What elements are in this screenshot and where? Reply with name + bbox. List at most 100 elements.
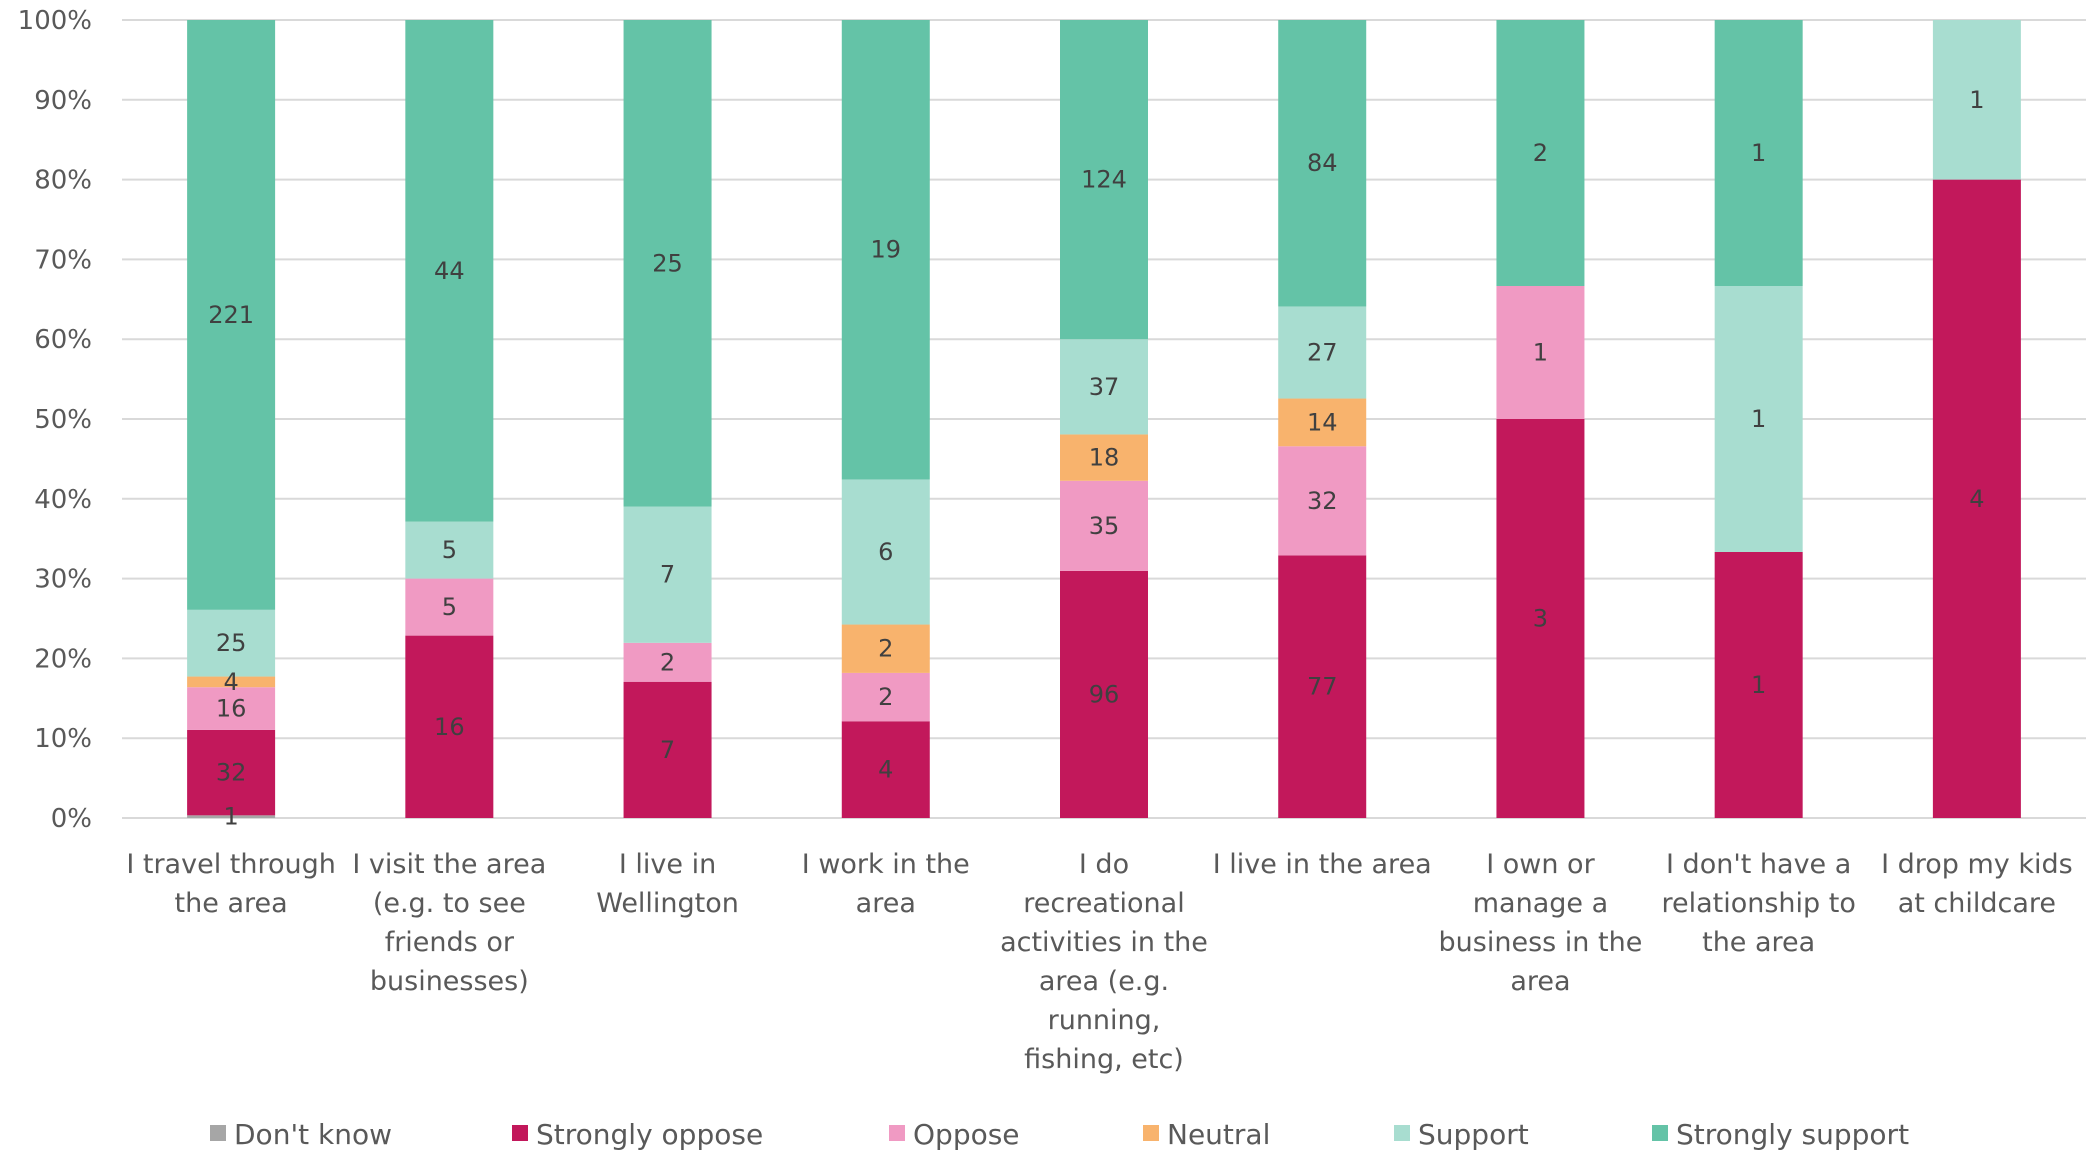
x-category-label: I visit the area (e.g. to see friends or bu… — [352, 849, 546, 997]
bar-segment — [1278, 555, 1367, 818]
x-category-label: I live in Wellington — [596, 849, 739, 919]
data-label: 18 — [1089, 444, 1120, 472]
bar-segment — [841, 672, 930, 722]
bar-segment — [1496, 20, 1585, 286]
bar-segment — [623, 20, 712, 507]
y-tick-label: 50% — [34, 405, 92, 435]
legend: Don't know Strongly oppose Oppose Neutral Su… — [210, 1118, 1909, 1151]
legend-label: Strongly support — [1676, 1118, 1909, 1151]
bars — [187, 20, 2021, 819]
bar-segment — [1714, 286, 1803, 552]
data-label: 19 — [871, 236, 902, 264]
data-label: 1 — [1751, 405, 1766, 433]
data-label: 7 — [660, 736, 675, 764]
bar-segment — [1060, 480, 1148, 571]
data-label: 96 — [1089, 680, 1120, 708]
bar-segment — [187, 815, 276, 818]
x-category-label: I do recreational activities in the area (e… — [1000, 849, 1208, 1075]
data-label: 1 — [1969, 86, 1984, 114]
data-label: 1 — [223, 803, 238, 831]
y-tick-label: 80% — [34, 166, 92, 196]
data-label: 2 — [878, 635, 893, 663]
y-tick-label: 10% — [34, 724, 92, 754]
x-category-label: I travel through the area — [126, 849, 336, 919]
bar-segment — [1278, 306, 1367, 399]
bar-segment — [1060, 434, 1148, 481]
bar-segment — [1496, 419, 1585, 818]
data-label: 1 — [1751, 671, 1766, 699]
x-category-label: I don't have a relationship to the area — [1661, 849, 1855, 958]
bar-segment — [623, 506, 712, 643]
x-category-label: I drop my kids at childcare — [1881, 849, 2073, 919]
bar-segment — [841, 479, 930, 625]
bar-segment — [405, 20, 494, 522]
bar-segment — [841, 721, 930, 818]
bar-segment — [187, 676, 276, 688]
data-label: 4 — [223, 668, 238, 696]
data-label: 16 — [216, 695, 247, 723]
data-label: 25 — [216, 629, 247, 657]
data-label: 25 — [652, 249, 683, 277]
data-labels: 1321642522116554472725422619963518371247… — [208, 86, 1984, 831]
legend-label: Strongly oppose — [536, 1118, 763, 1151]
bar-segment — [187, 687, 276, 730]
data-label: 1 — [1751, 139, 1766, 167]
data-label: 84 — [1307, 149, 1338, 177]
data-label: 16 — [434, 713, 465, 741]
x-category-label: I live in the area — [1213, 849, 1432, 880]
legend-label: Oppose — [913, 1118, 1020, 1151]
y-tick-label: 70% — [34, 245, 92, 275]
bar-segment — [1932, 179, 2021, 819]
data-label: 124 — [1081, 166, 1127, 194]
legend-swatch — [512, 1125, 528, 1141]
data-label: 32 — [216, 759, 247, 787]
bar-segment — [1932, 20, 2021, 180]
data-label: 7 — [660, 561, 675, 589]
y-tick-label: 20% — [34, 644, 92, 674]
data-label: 27 — [1307, 339, 1338, 367]
bar-segment — [187, 609, 276, 677]
y-tick-label: 0% — [51, 804, 92, 834]
data-label: 3 — [1533, 605, 1548, 633]
bar-segment — [1496, 286, 1585, 419]
bar-segment — [623, 681, 712, 818]
legend-swatch — [1652, 1125, 1668, 1141]
bar-segment — [405, 635, 494, 818]
legend-swatch — [1143, 1125, 1159, 1141]
data-label: 5 — [442, 536, 457, 564]
data-label: 32 — [1307, 487, 1338, 515]
legend-swatch — [1394, 1125, 1410, 1141]
data-label: 2 — [1533, 139, 1548, 167]
bar-segment — [1060, 339, 1148, 435]
legend-swatch — [889, 1125, 905, 1141]
legend-label: Don't know — [234, 1118, 392, 1151]
bar-segment — [187, 20, 276, 610]
legend-label: Support — [1418, 1118, 1529, 1151]
data-label: 4 — [1969, 485, 1984, 513]
data-label: 6 — [878, 538, 893, 566]
data-label: 2 — [878, 683, 893, 711]
data-label: 37 — [1089, 373, 1120, 401]
bar-segment — [1278, 20, 1367, 307]
data-label: 35 — [1089, 512, 1120, 540]
data-label: 14 — [1307, 408, 1338, 436]
data-label: 4 — [878, 756, 893, 784]
bar-segment — [1278, 398, 1367, 447]
bar-segment — [623, 642, 712, 682]
x-category-label: I own or manage a business in the area — [1439, 849, 1643, 997]
bar-segment — [1060, 570, 1148, 818]
bar-segment — [1060, 20, 1148, 340]
bar-segment — [405, 578, 494, 636]
y-tick-label: 40% — [34, 485, 92, 515]
legend-swatch — [210, 1125, 226, 1141]
data-label: 1 — [1533, 339, 1548, 367]
bar-segment — [1714, 552, 1803, 818]
legend-label: Neutral — [1167, 1118, 1270, 1151]
data-label: 2 — [660, 648, 675, 676]
bar-segment — [841, 624, 930, 673]
data-label: 44 — [434, 257, 465, 285]
bar-segment — [405, 521, 494, 579]
bar-segment — [841, 20, 930, 480]
